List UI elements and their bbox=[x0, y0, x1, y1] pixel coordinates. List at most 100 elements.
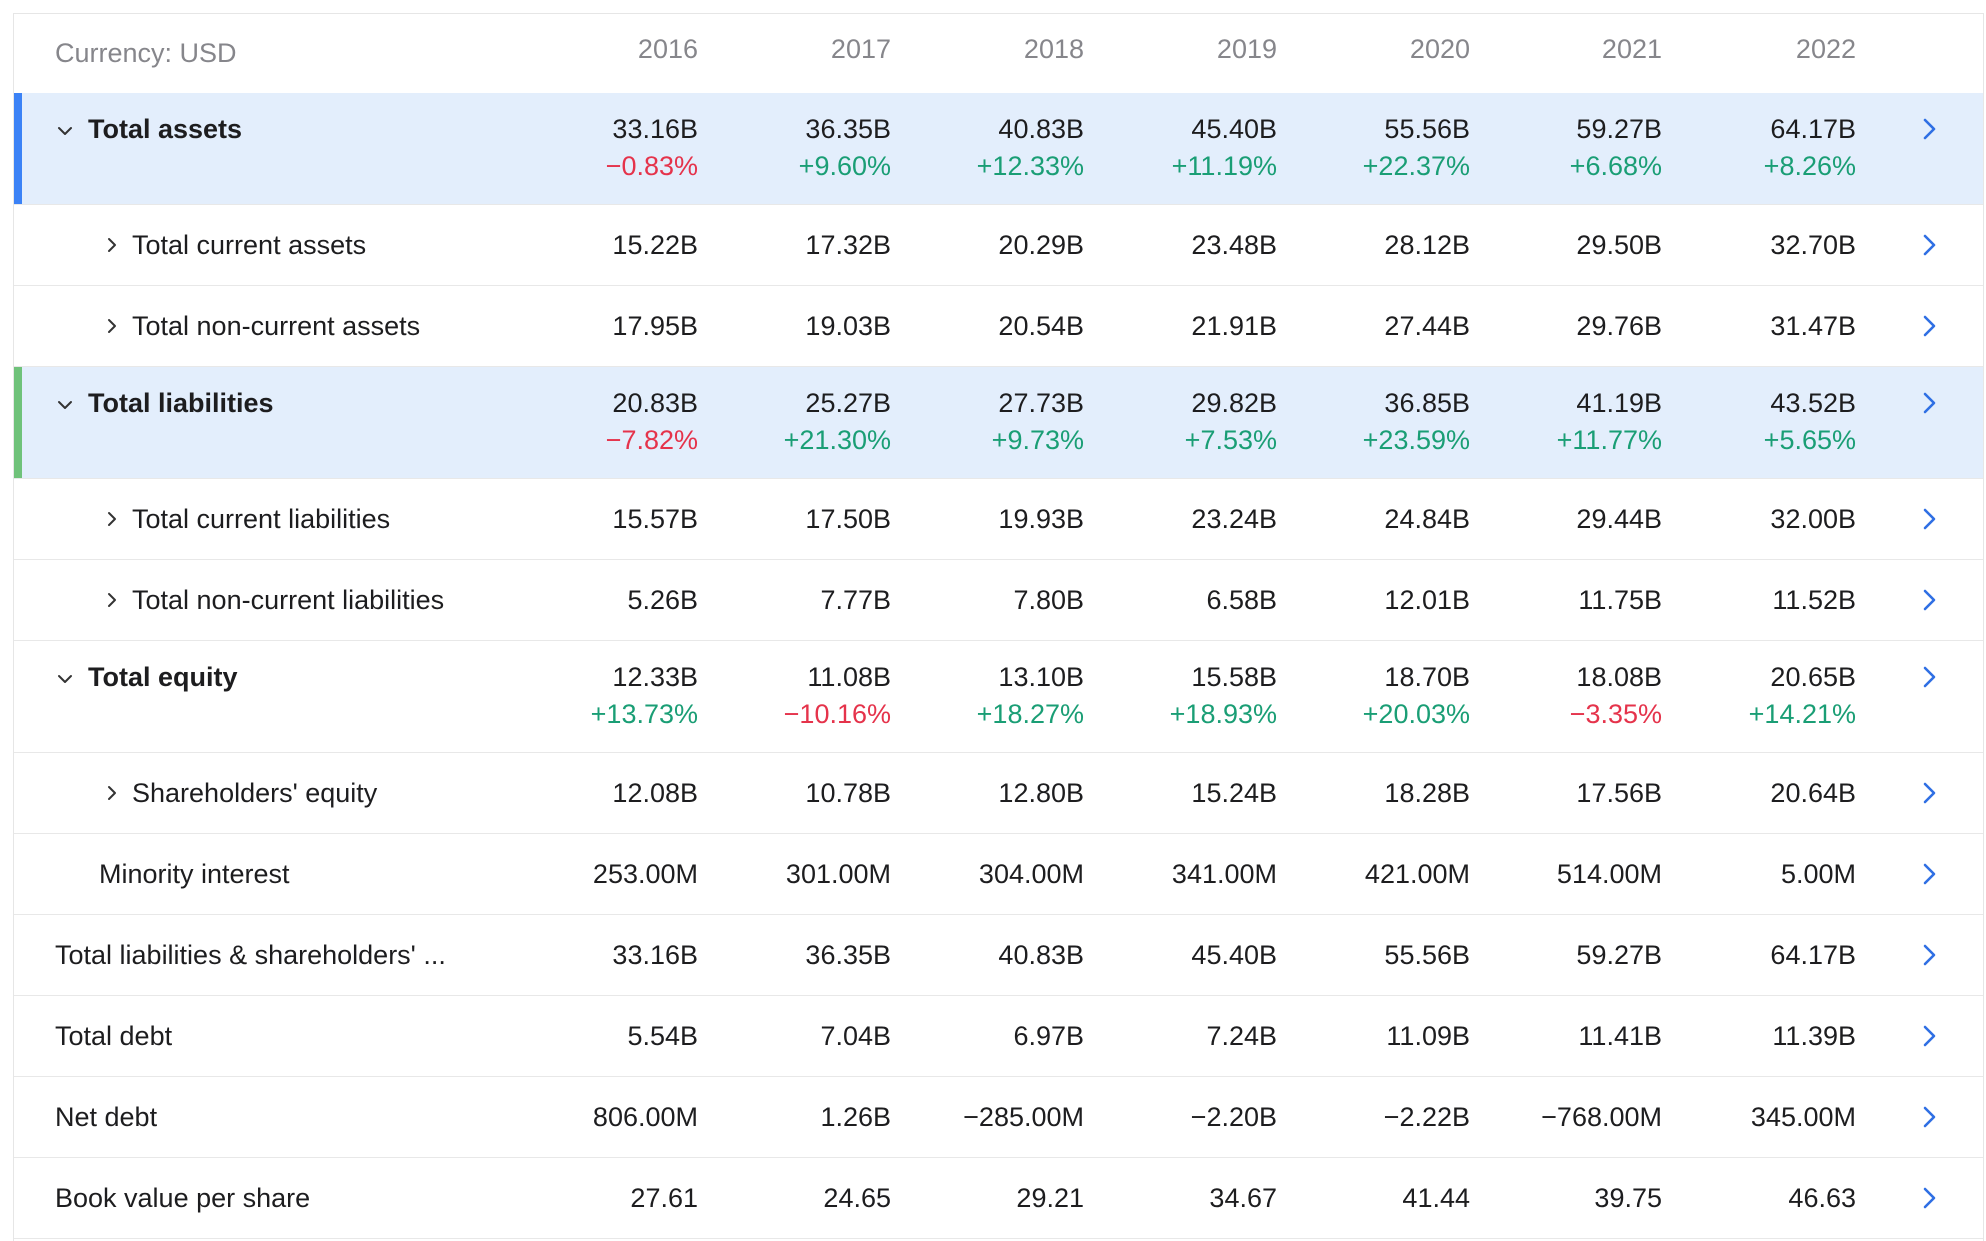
table-row[interactable]: Total assets 33.16B −0.83% 36.35B +9.60% 40.8… bbox=[14, 93, 1983, 205]
cell-value: −2.22B bbox=[1383, 1102, 1470, 1132]
cell-value: 20.29B bbox=[998, 230, 1084, 260]
cell-change: +9.73% bbox=[991, 425, 1084, 455]
cell-value: 20.54B bbox=[998, 311, 1084, 341]
row-detail-arrow[interactable] bbox=[1920, 508, 1940, 530]
collapse-chevron[interactable] bbox=[56, 669, 76, 689]
row-detail-arrow[interactable] bbox=[1920, 1106, 1940, 1128]
cell-value: 29.44B bbox=[1576, 504, 1662, 534]
cell-value: 1.26B bbox=[820, 1102, 891, 1132]
row-detail-arrow[interactable] bbox=[1920, 666, 1940, 688]
cell-change: +11.19% bbox=[1171, 151, 1277, 181]
row-detail-arrow[interactable] bbox=[1920, 118, 1940, 140]
cell-change: +21.30% bbox=[783, 425, 891, 455]
row-label: Net debt bbox=[55, 1102, 158, 1132]
cell-change: +23.59% bbox=[1362, 425, 1470, 455]
cell-change: +18.93% bbox=[1169, 699, 1277, 729]
table-row[interactable]: Total current assets 15.22B 17.32B 20.29B 23… bbox=[14, 205, 1983, 286]
cell-value: 11.52B bbox=[1772, 585, 1856, 615]
cell-value: 40.83B bbox=[998, 940, 1084, 970]
cell-change: +18.27% bbox=[976, 699, 1084, 729]
table-row[interactable]: Net debt 806.00M 1.26B −285.00M −2.20B −2.22B… bbox=[14, 1077, 1983, 1158]
cell-value: 33.16B bbox=[612, 114, 698, 144]
collapse-chevron[interactable] bbox=[56, 121, 76, 141]
row-detail-arrow[interactable] bbox=[1920, 392, 1940, 414]
row-detail-arrow[interactable] bbox=[1920, 944, 1940, 966]
cell-value: 24.84B bbox=[1384, 504, 1470, 534]
cell-change: −0.83% bbox=[605, 151, 698, 181]
cell-value: 17.95B bbox=[612, 311, 698, 341]
table-row[interactable]: Total equity 12.33B +13.73% 11.08B −10.16% 13… bbox=[14, 641, 1983, 753]
expand-chevron[interactable] bbox=[102, 590, 122, 610]
expand-chevron[interactable] bbox=[102, 783, 122, 803]
cell-value: 32.00B bbox=[1770, 504, 1856, 534]
cell-value: 17.50B bbox=[805, 504, 891, 534]
cell-value: 59.27B bbox=[1576, 940, 1662, 970]
cell-value: 27.73B bbox=[998, 388, 1084, 418]
cell-value: 17.56B bbox=[1576, 778, 1662, 808]
cell-change: +13.73% bbox=[590, 699, 698, 729]
cell-value: 12.08B bbox=[612, 778, 698, 808]
icon-path bbox=[58, 675, 72, 683]
row-label: Total liabilities & shareholders' ... bbox=[55, 940, 446, 970]
icon-path bbox=[1923, 1106, 1936, 1128]
cell-value: 21.91B bbox=[1191, 311, 1277, 341]
expand-chevron[interactable] bbox=[102, 509, 122, 529]
cell-value: 15.58B bbox=[1191, 662, 1277, 692]
row-detail-arrow[interactable] bbox=[1920, 1025, 1940, 1047]
cell-value: 19.93B bbox=[998, 504, 1084, 534]
cell-value: 36.85B bbox=[1384, 388, 1470, 418]
table-row[interactable]: Total liabilities 20.83B −7.82% 25.27B +21.3… bbox=[14, 367, 1983, 479]
table-row[interactable]: Minority interest 253.00M 301.00M 304.00M 34… bbox=[14, 834, 1983, 915]
year-header: 2017 bbox=[830, 34, 891, 64]
cell-value: 13.10B bbox=[998, 662, 1084, 692]
row-detail-arrow[interactable] bbox=[1920, 863, 1940, 885]
year-header: 2022 bbox=[1795, 34, 1856, 64]
table-row[interactable]: Total non-current assets 17.95B 19.03B 20.5… bbox=[14, 286, 1983, 367]
cell-value: 7.77B bbox=[820, 585, 891, 615]
row-label: Total current assets bbox=[132, 230, 367, 260]
table-row[interactable]: Total liabilities & shareholders' ... 33.… bbox=[14, 915, 1983, 996]
row-label: Total debt bbox=[55, 1021, 173, 1051]
cell-change: +12.33% bbox=[976, 151, 1084, 181]
year-header: 2019 bbox=[1216, 34, 1277, 64]
cell-value: 59.27B bbox=[1576, 114, 1662, 144]
row-detail-arrow[interactable] bbox=[1920, 234, 1940, 256]
table-row[interactable]: Total debt 5.54B 7.04B 6.97B 7.24B 11.09B 11.4… bbox=[14, 996, 1983, 1077]
currency-label: Currency: USD bbox=[55, 38, 237, 68]
financial-table: Currency: USD 2016 2017 2018 2019 2020 2021 202… bbox=[13, 13, 1984, 1241]
expand-chevron[interactable] bbox=[102, 235, 122, 255]
cell-value: 29.82B bbox=[1191, 388, 1277, 418]
cell-value: −2.20B bbox=[1190, 1102, 1277, 1132]
table-row[interactable]: Shareholders' equity 12.08B 10.78B 12.80B 15… bbox=[14, 753, 1983, 834]
cell-value: 345.00M bbox=[1750, 1102, 1856, 1132]
cell-value: 18.70B bbox=[1384, 662, 1470, 692]
cell-value: 12.33B bbox=[612, 662, 698, 692]
cell-value: 17.32B bbox=[805, 230, 891, 260]
cell-value: 12.80B bbox=[998, 778, 1084, 808]
table-row[interactable]: Total current liabilities 15.57B 17.50B 19.… bbox=[14, 479, 1983, 560]
cell-value: 55.56B bbox=[1384, 114, 1470, 144]
cell-value: 33.16B bbox=[612, 940, 698, 970]
table-row[interactable]: Total non-current liabilities 5.26B 7.77B 7… bbox=[14, 560, 1983, 641]
row-detail-arrow[interactable] bbox=[1920, 315, 1940, 337]
row-detail-arrow[interactable] bbox=[1920, 589, 1940, 611]
collapse-chevron[interactable] bbox=[56, 395, 76, 415]
cell-value: 5.54B bbox=[627, 1021, 698, 1051]
year-header: 2021 bbox=[1601, 34, 1662, 64]
cell-value: 55.56B bbox=[1384, 940, 1470, 970]
row-label: Book value per share bbox=[55, 1183, 311, 1213]
cell-value: 41.19B bbox=[1576, 388, 1662, 418]
cell-value: 32.70B bbox=[1770, 230, 1856, 260]
cell-value: 45.40B bbox=[1191, 940, 1277, 970]
cell-value: 27.44B bbox=[1384, 311, 1470, 341]
table-row[interactable]: Book value per share 27.61 24.65 29.21 34.67… bbox=[14, 1158, 1983, 1239]
cell-value: 5.26B bbox=[627, 585, 698, 615]
row-detail-arrow[interactable] bbox=[1920, 782, 1940, 804]
cell-change: +6.68% bbox=[1569, 151, 1662, 181]
cell-value: 15.57B bbox=[612, 504, 698, 534]
cell-change: +22.37% bbox=[1362, 151, 1470, 181]
cell-value: 29.50B bbox=[1576, 230, 1662, 260]
cell-value: 24.65 bbox=[823, 1183, 891, 1213]
expand-chevron[interactable] bbox=[102, 316, 122, 336]
row-detail-arrow[interactable] bbox=[1920, 1187, 1940, 1209]
